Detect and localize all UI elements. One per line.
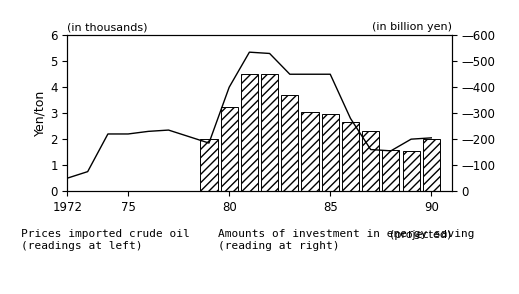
Bar (403, 151, 420, 191)
Bar (423, 139, 440, 191)
Bar (241, 74, 258, 191)
Y-axis label: Yen/ton: Yen/ton (33, 90, 46, 136)
Bar (281, 95, 298, 191)
Text: (in billion yen): (in billion yen) (372, 22, 452, 32)
Bar (200, 139, 217, 191)
Text: Prices imported crude oil
(readings at left): Prices imported crude oil (readings at l… (21, 229, 189, 251)
Text: Amounts of investment in energy saving
(reading at right): Amounts of investment in energy saving (… (218, 229, 474, 251)
Text: (in thousands): (in thousands) (67, 22, 148, 32)
Bar (302, 112, 319, 191)
Bar (261, 74, 278, 191)
Bar (322, 114, 339, 191)
Bar (221, 107, 238, 191)
Text: (projected): (projected) (390, 230, 452, 240)
Bar (342, 122, 359, 191)
Bar (362, 131, 379, 191)
Bar (383, 150, 400, 191)
